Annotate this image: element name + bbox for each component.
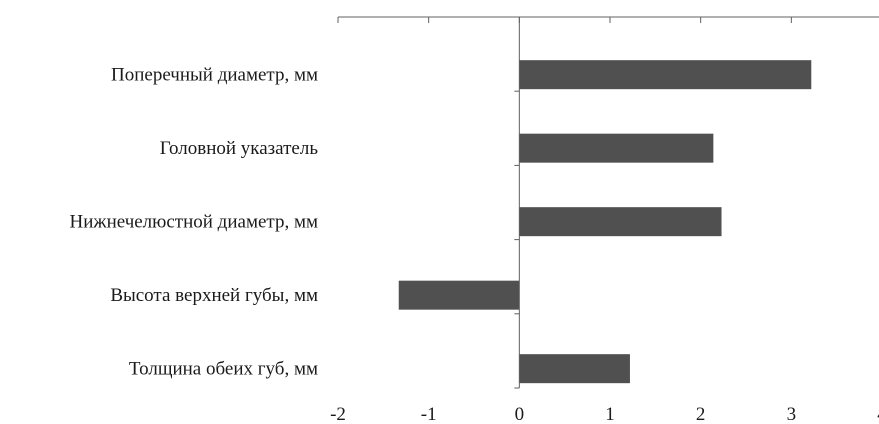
category-label-2: Нижнечелюстной диаметр, мм <box>70 212 318 233</box>
bar-1 <box>519 133 714 163</box>
x-tick-label-5: 3 <box>787 404 797 424</box>
x-tick-label-6: 4 <box>877 404 879 424</box>
category-label-4: Толщина обеих губ, мм <box>129 359 318 380</box>
x-tick-label-4: 2 <box>696 404 706 424</box>
category-label-1: Головной указатель <box>160 138 319 159</box>
category-ticks <box>514 16 520 389</box>
x-tick-label-1: -1 <box>421 404 437 424</box>
bars <box>398 60 812 384</box>
x-tick-label-3: 1 <box>605 404 615 424</box>
top-axis-ticks <box>337 17 792 23</box>
x-tick-labels: -2 -1 0 1 2 3 4 <box>330 404 879 424</box>
category-label-3: Высота верхней губы, мм <box>110 285 318 306</box>
bar-4 <box>519 354 630 384</box>
x-tick-label-2: 0 <box>515 404 525 424</box>
x-tick-label-0: -2 <box>330 404 346 424</box>
bar-3 <box>398 280 520 310</box>
bar-0 <box>519 60 812 90</box>
category-labels: Поперечный диаметр, мм Головной указатель… <box>70 65 319 380</box>
bar-2 <box>519 207 722 237</box>
category-label-0: Поперечный диаметр, мм <box>111 65 318 86</box>
